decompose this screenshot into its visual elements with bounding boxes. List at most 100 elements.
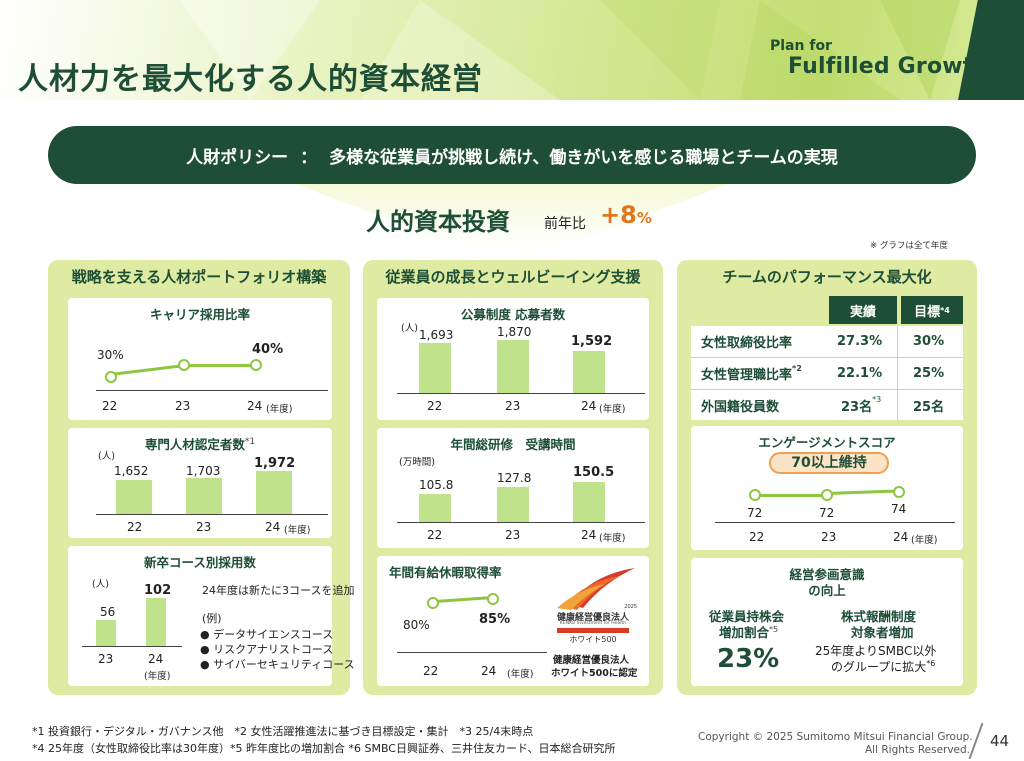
table-body (691, 326, 963, 420)
chart-line-segment (434, 595, 493, 603)
chart-point (178, 359, 190, 371)
card-applicants: 公募制度 応募者数 (人) 1,693 1,870 1,592 22 23 24… (377, 298, 649, 420)
chart-point (250, 359, 262, 371)
x-tick-label: 22 (749, 530, 765, 544)
chart-point (893, 486, 905, 498)
table-cell-target: 25% (913, 366, 945, 381)
stock-comp-title: 対象者増加 (851, 625, 914, 640)
x-axis (397, 393, 645, 394)
x-axis (397, 522, 645, 523)
card-title: 新卒コース別採用数 (144, 555, 256, 570)
example-item: ● データサイエンスコース (200, 628, 334, 641)
data-label: 1,703 (186, 464, 221, 478)
column-title: 戦略を支える人材ポートフォリオ構築 (71, 268, 327, 286)
chart-bar (497, 487, 529, 522)
header-band (0, 0, 1024, 100)
graph-note: ※ グラフは全て年度 (870, 241, 948, 251)
x-tick-label: 23 (196, 520, 212, 534)
data-label: 72 (747, 506, 763, 520)
graduates-note: 24年度は新たに3コースを追加 (202, 584, 355, 597)
card-management-participation: 経営参画意識 の向上 従業員持株会 増加割合*5 23% 株式報酬制度 対象者増… (691, 558, 963, 686)
card-specialist: 専門人材認定者数*1 (人) 1,652 1,703 1,972 22 23 2… (68, 428, 332, 538)
copyright: Copyright © 2025 Sumitomo Mitsui Financi… (698, 731, 973, 743)
x-unit: (年度) (599, 404, 626, 415)
page-title: 人材力を最大化する人的資本経営 (18, 62, 483, 97)
data-label: 80% (403, 618, 430, 632)
chart-point (105, 371, 117, 383)
data-label: 1,870 (497, 325, 532, 339)
data-label: 102 (144, 583, 172, 598)
chart-line-segment (755, 494, 827, 497)
chart-bar (573, 482, 605, 522)
chart-bar (256, 471, 292, 514)
footnote: *4 25年度（女性取締役比率は30年度）*5 昨年度比の増加割合 *6 SMB… (32, 742, 616, 755)
y-unit: (万時間) (399, 457, 435, 468)
copyright: All Rights Reserved. (865, 744, 971, 756)
column-title: 従業員の成長とウェルビーイング支援 (385, 268, 641, 286)
card-paid-leave: 年間有給休暇取得率 80% 85% 22 24 (年度) 2025 健康経営優良… (377, 556, 649, 686)
brand-small: Plan for (770, 38, 832, 54)
column-portfolio: 戦略を支える人材ポートフォリオ構築 キャリア採用比率 30% 40% 22 23… (48, 260, 355, 695)
card-career-ratio: キャリア採用比率 30% 40% 22 23 24 (年度) (68, 298, 332, 420)
chart-line-segment (110, 364, 183, 376)
policy-label: 人財ポリシー (186, 147, 289, 168)
x-axis (96, 390, 328, 391)
table-cell-target: 30% (913, 334, 945, 349)
engagement-target-badge: 70以上維持 (769, 452, 889, 474)
x-tick-label: 23 (505, 528, 521, 542)
card-title: 経営参画意識 (789, 567, 865, 582)
card-title: の向上 (808, 583, 846, 598)
data-label: 1,693 (419, 328, 454, 342)
card-training: 年間総研修 受講時間 (万時間) 105.8 127.8 150.5 22 23… (377, 428, 649, 548)
data-label: 1,592 (571, 334, 613, 349)
x-unit: (年度) (507, 669, 534, 680)
x-tick-label: 22 (427, 399, 443, 413)
column-team-performance: チームのパフォーマンス最大化 実績 目標 *4 女性取締役比率 27.3% 30%… (677, 260, 977, 695)
esop-title: 従業員持株会 (709, 609, 785, 624)
header-pattern (180, 0, 960, 100)
table-cell-actual: 23名 *3 (841, 395, 882, 415)
x-tick-label: 24 (481, 664, 497, 678)
chart-point (427, 597, 439, 609)
x-tick-label: 23 (98, 652, 114, 666)
table-row-label: 外国籍役員数 (701, 399, 780, 415)
x-unit: (年度) (266, 404, 293, 415)
x-unit: (年度) (284, 525, 311, 536)
x-unit: (年度) (144, 671, 171, 682)
data-label: 56 (100, 605, 116, 619)
x-tick-label: 22 (427, 528, 443, 542)
data-label: 74 (891, 502, 907, 516)
policy-banner: 人財ポリシー ： 多様な従業員が挑戦し続け、働きがいを感じる職場とチームの実現 (48, 126, 976, 184)
esop-title: 増加割合*5 (719, 624, 779, 640)
x-axis (96, 514, 328, 515)
chart-point (821, 489, 833, 501)
chart-bar (573, 351, 605, 393)
data-label: 85% (479, 612, 511, 627)
x-tick-label: 22 (127, 520, 143, 534)
brand-logo-text: Fulfilled Growth (788, 54, 990, 79)
policy-text: 多様な従業員が挑戦し続け、働きがいを感じる職場とチームの実現 (329, 147, 838, 168)
x-tick-label: 24 (148, 652, 164, 666)
chart-bar (419, 494, 451, 522)
table-header-actual: 実績 (829, 296, 897, 324)
kpi-table: 実績 目標 *4 女性取締役比率 27.3% 30% 女性管理職比率 *2 22.1… (691, 294, 963, 420)
kenko-keiei-logo: 2025 健康経営優良法人 KENKO Investment for Healt… (549, 564, 639, 650)
x-tick-label: 24 (581, 528, 597, 542)
x-tick-label: 24 (893, 530, 909, 544)
card-graduates: 新卒コース別採用数 (人) 56 102 23 24 (年度) 24年度は新たに… (68, 546, 355, 686)
x-tick-label: 24 (581, 399, 597, 413)
x-tick-label: 23 (505, 399, 521, 413)
stock-comp-text: のグループに拡大*6 (831, 659, 936, 674)
card-title: 年間有給休暇取得率 (389, 565, 502, 580)
column-title: チームのパフォーマンス最大化 (722, 268, 932, 286)
stock-comp-text: 25年度よりSMBC以外 (815, 644, 937, 658)
card-title: 専門人材認定者数*1 (144, 436, 256, 452)
investment-value: +8% (600, 201, 652, 229)
x-axis (397, 652, 547, 653)
x-axis (82, 646, 182, 647)
stock-comp-title: 株式報酬制度 (841, 609, 917, 624)
esop-value: 23% (717, 644, 780, 674)
chart-bar (497, 340, 529, 393)
investment-sub: 前年比 (544, 216, 586, 232)
data-label: 150.5 (573, 465, 615, 480)
